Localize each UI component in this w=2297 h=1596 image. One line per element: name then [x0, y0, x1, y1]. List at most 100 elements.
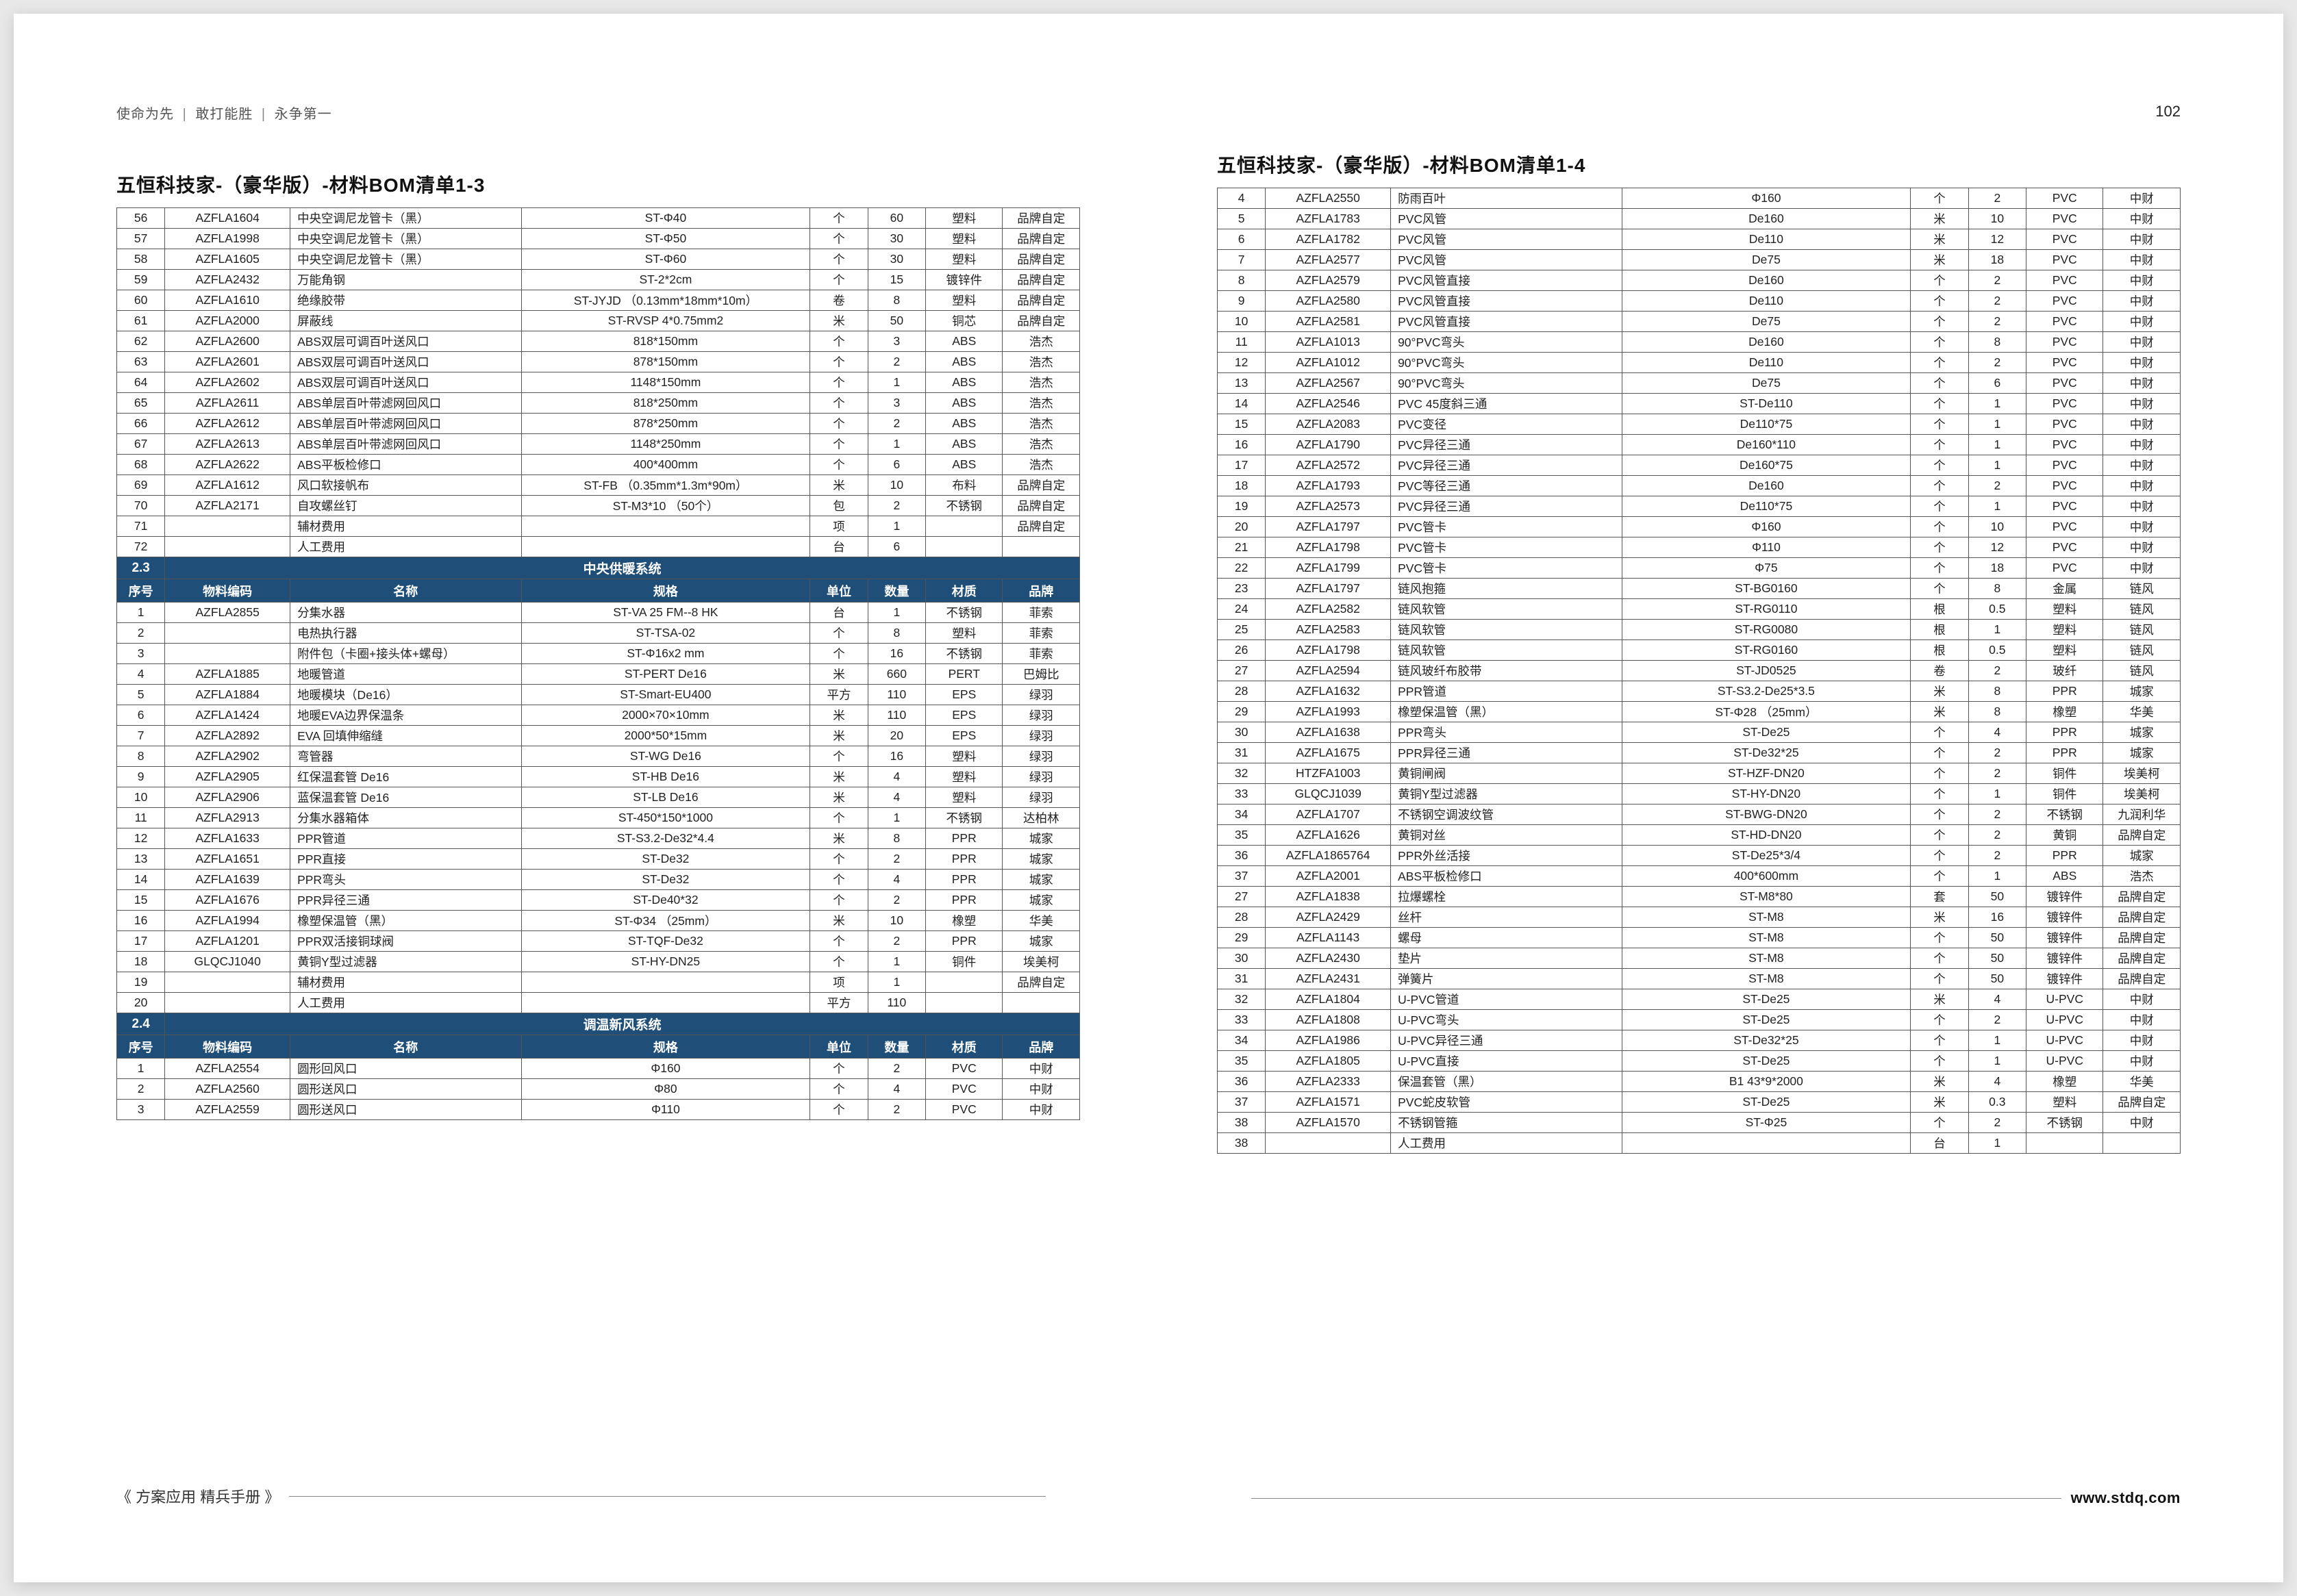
cell-idx: 3	[117, 1100, 165, 1120]
cell-qty: 50	[1968, 928, 2026, 948]
table-row: 67 AZFLA2613 ABS单层百叶带滤网回风口 1148*250mm 个 …	[117, 434, 1080, 455]
cell-code: AZFLA2601	[165, 352, 290, 372]
table-row: 3 附件包（卡圈+接头体+螺母） ST-Φ16x2 mm 个 16 不锈钢 菲索	[117, 644, 1080, 664]
cell-mat: EPS	[926, 726, 1003, 746]
table-row: 31 AZFLA1675 PPR异径三通 ST-De32*25 个 2 PPR …	[1218, 743, 2181, 763]
section-row: 2.3 中央供暖系统	[117, 557, 1080, 579]
header-cell: 物料编码	[165, 579, 290, 603]
cell-unit: 个	[1911, 846, 1968, 866]
cell-spec: ST-De25*3/4	[1622, 846, 1911, 866]
cell-code: AZFLA1605	[165, 249, 290, 270]
cell-code: AZFLA2580	[1266, 291, 1391, 312]
cell-mat: 不锈钢	[2026, 1113, 2103, 1133]
cell-name: PVC异径三通	[1391, 455, 1622, 476]
cell-brand: 中财	[2103, 353, 2181, 373]
cell-name: 绝缘胶带	[290, 290, 521, 311]
table-row: 12 AZFLA1012 90°PVC弯头 De110 个 2 PVC 中财	[1218, 353, 2181, 373]
cell-code: AZFLA1675	[1266, 743, 1391, 763]
cell-code: AZFLA2906	[165, 787, 290, 808]
cell-name: PVC风管直接	[1391, 291, 1622, 312]
cell-code: AZFLA2905	[165, 767, 290, 787]
table-row: 23 AZFLA1797 链风抱箍 ST-BG0160 个 8 金属 链风	[1218, 579, 2181, 599]
cell-idx: 28	[1218, 681, 1266, 702]
table-row: 18 GLQCJ1040 黄铜Y型过滤器 ST-HY-DN25 个 1 铜件 埃…	[117, 952, 1080, 972]
cell-idx: 18	[117, 952, 165, 972]
cell-code: HTZFA1003	[1266, 763, 1391, 784]
cell-unit: 个	[1911, 825, 1968, 846]
cell-brand: 九润利华	[2103, 805, 2181, 825]
cell-unit: 个	[810, 808, 868, 828]
cell-spec: ST-HZF-DN20	[1622, 763, 1911, 784]
cell-spec: ST-WG De16	[521, 746, 810, 767]
table-row: 28 AZFLA2429 丝杆 ST-M8 米 16 镀锌件 品牌自定	[1218, 907, 2181, 928]
cell-qty: 18	[1968, 558, 2026, 579]
cell-brand: 中财	[2103, 250, 2181, 270]
section-row: 2.4 调温新风系统	[117, 1013, 1080, 1035]
table-row: 33 AZFLA1808 U-PVC弯头 ST-De25 个 2 U-PVC 中…	[1218, 1010, 2181, 1030]
cell-brand: 中财	[2103, 435, 2181, 455]
cell-qty: 0.3	[1968, 1092, 2026, 1113]
section-title: 中央供暖系统	[165, 557, 1080, 579]
cell-spec: ST-LB De16	[521, 787, 810, 808]
cell-brand: 中财	[2103, 332, 2181, 353]
cell-name: 黄铜Y型过滤器	[290, 952, 521, 972]
table-row: 21 AZFLA1798 PVC管卡 Φ110 个 12 PVC 中财	[1218, 537, 2181, 558]
cell-idx: 28	[1218, 907, 1266, 928]
cell-idx: 15	[117, 890, 165, 911]
table-row: 17 AZFLA1201 PPR双活接铜球阀 ST-TQF-De32 个 2 P…	[117, 931, 1080, 952]
cell-idx: 38	[1218, 1133, 1266, 1154]
cell-idx: 11	[1218, 332, 1266, 353]
cell-mat: ABS	[926, 455, 1003, 475]
cell-unit: 根	[1911, 599, 1968, 620]
cell-mat: PVC	[2026, 435, 2103, 455]
cell-mat: 玻纤	[2026, 661, 2103, 681]
cell-spec: Φ160	[521, 1059, 810, 1079]
cell-unit: 米	[1911, 250, 1968, 270]
cell-qty: 8	[868, 623, 925, 644]
cell-qty: 2	[868, 890, 925, 911]
cell-name: 电热执行器	[290, 623, 521, 644]
cell-brand: 中财	[2103, 229, 2181, 250]
cell-unit: 个	[1911, 579, 1968, 599]
table-row: 13 AZFLA2567 90°PVC弯头 De75 个 6 PVC 中财	[1218, 373, 2181, 394]
cell-idx: 64	[117, 372, 165, 393]
cell-spec: De110	[1622, 291, 1911, 312]
cell-unit: 米	[1911, 989, 1968, 1010]
cell-idx: 32	[1218, 989, 1266, 1010]
cell-brand: 品牌自定	[2103, 948, 2181, 969]
cell-mat: ABS	[926, 372, 1003, 393]
cell-idx: 63	[117, 352, 165, 372]
cell-qty: 1	[868, 952, 925, 972]
cell-unit: 米	[1911, 1092, 1968, 1113]
cell-idx: 1	[117, 603, 165, 623]
cell-unit: 根	[1911, 640, 1968, 661]
cell-name: 链风软管	[1391, 620, 1622, 640]
cell-qty: 6	[868, 455, 925, 475]
cell-mat: U-PVC	[2026, 1010, 2103, 1030]
cell-name: U-PVC直接	[1391, 1051, 1622, 1072]
cell-idx: 36	[1218, 1072, 1266, 1092]
cell-spec: ST-Φ25	[1622, 1113, 1911, 1133]
cell-idx: 2	[117, 623, 165, 644]
cell-name: 保温套管（黑）	[1391, 1072, 1622, 1092]
cell-code: AZFLA2432	[165, 270, 290, 290]
cell-qty: 50	[1968, 969, 2026, 989]
table-row: 19 AZFLA2573 PVC异径三通 De110*75 个 1 PVC 中财	[1218, 496, 2181, 517]
cell-unit: 个	[810, 890, 868, 911]
cell-brand: 中财	[2103, 394, 2181, 414]
cell-brand: 中财	[2103, 270, 2181, 291]
cell-mat: 镀锌件	[2026, 948, 2103, 969]
cell-code: AZFLA2583	[1266, 620, 1391, 640]
cell-qty: 2	[1968, 825, 2026, 846]
table-row: 7 AZFLA2577 PVC风管 De75 米 18 PVC 中财	[1218, 250, 2181, 270]
cell-mat: PVC	[2026, 476, 2103, 496]
cell-brand: 品牌自定	[1003, 475, 1080, 496]
cell-brand: 浩杰	[1003, 372, 1080, 393]
cell-code	[165, 993, 290, 1013]
cell-name: 圆形回风口	[290, 1059, 521, 1079]
table-row: 60 AZFLA1610 绝缘胶带 ST-JYJD （0.13mm*18mm*1…	[117, 290, 1080, 311]
cell-code: AZFLA2594	[1266, 661, 1391, 681]
cell-idx: 6	[1218, 229, 1266, 250]
cell-idx: 57	[117, 229, 165, 249]
cell-qty: 2	[1968, 743, 2026, 763]
